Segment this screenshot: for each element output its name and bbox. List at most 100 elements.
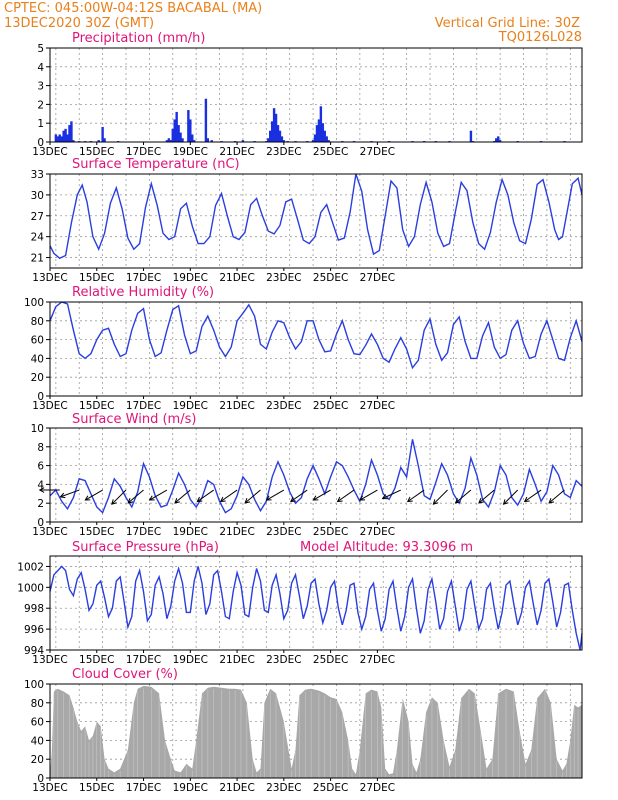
precipitation-title: Precipitation (mm/h) — [72, 31, 205, 46]
press-xtick-label: 27DEC — [360, 654, 395, 666]
header: CPTEC: 045:00W-04:12S BACABAL (MA) 13DEC… — [4, 1, 582, 45]
precip-bar — [278, 130, 282, 142]
wind-ytick-label: 4 — [37, 479, 44, 491]
wind-vector-shaft — [407, 489, 425, 502]
wind-vector-head — [84, 495, 91, 501]
rh-ytick-label: 80 — [31, 316, 44, 328]
wind-xtick-label: 27DEC — [360, 526, 395, 538]
precip-bar — [282, 140, 286, 142]
press-xtick-label: 15DEC — [79, 654, 114, 666]
precip-bar — [498, 140, 502, 142]
wind-vector-head — [174, 498, 180, 504]
cloud-xtick-label: 13DEC — [32, 782, 67, 794]
precip-bar — [206, 138, 210, 142]
rh-xtick-label: 23DEC — [266, 400, 301, 412]
rh-plot-frame — [49, 301, 583, 397]
press-xtick-label: 21DEC — [219, 654, 254, 666]
press-ytick-label: 996 — [24, 624, 44, 636]
precip-bar — [187, 110, 190, 142]
cloud-ytick-label: 0 — [37, 773, 44, 785]
press-xtick-label: 25DEC — [313, 654, 348, 666]
wind-vector-head — [406, 496, 413, 503]
precip-bar — [72, 140, 75, 142]
precip-bar — [272, 108, 276, 142]
rh-xtick-label: 19DEC — [173, 400, 208, 412]
precip-bar — [62, 130, 65, 142]
precip-bar — [189, 119, 192, 142]
precip-bar — [97, 140, 100, 142]
precip-ytick-label: 2 — [37, 99, 44, 111]
wind-vector-head — [454, 498, 461, 504]
precip-bar — [167, 138, 171, 142]
pressure-panel: Surface Pressure (hPa) Model Altitude: 9… — [17, 540, 583, 666]
station-header: CPTEC: 045:00W-04:12S BACABAL (MA) — [4, 1, 262, 16]
cloud-cover-area — [50, 685, 582, 778]
precip-xtick-label: 13DEC — [32, 146, 67, 158]
wind-vector-head — [502, 499, 509, 505]
wind-vector-head — [148, 495, 155, 501]
wind-vector-head — [336, 496, 343, 503]
precip-bar — [193, 140, 196, 142]
temp-xtick-label: 19DEC — [173, 272, 208, 284]
rh-series-line — [49, 301, 583, 370]
precip-bar — [313, 134, 317, 142]
precip-bar — [497, 136, 500, 142]
cloud-xtick-label: 19DEC — [173, 782, 208, 794]
cloud-ytick-label: 60 — [31, 717, 44, 729]
wind-vector-head — [359, 495, 366, 501]
rh-xtick-label: 17DEC — [126, 400, 161, 412]
wind-vector-shaft — [266, 489, 285, 501]
precip-ytick-label: 4 — [37, 62, 44, 74]
wind-series-line — [49, 439, 583, 514]
temp-xtick-label: 21DEC — [219, 272, 254, 284]
cloud-ytick-label: 100 — [24, 679, 44, 691]
cloud-xtick-label: 25DEC — [313, 782, 348, 794]
wind-xtick-label: 13DEC — [32, 526, 67, 538]
press-ytick-label: 1000 — [17, 582, 44, 594]
precip-bar — [70, 121, 73, 142]
temp-series-line — [49, 173, 583, 260]
cloud-ytick-label: 40 — [31, 735, 44, 747]
precip-bar — [469, 130, 473, 142]
precip-bar — [325, 136, 328, 142]
wind-vector-shaft — [111, 489, 127, 505]
precip-bar — [64, 128, 67, 142]
precip-bar — [103, 138, 106, 142]
wind-vector-shaft — [433, 489, 448, 505]
wind-vector-shaft — [197, 489, 214, 502]
precip-bar — [175, 111, 178, 142]
temp-ytick-label: 30 — [31, 190, 44, 202]
wind-vector-head — [265, 495, 272, 501]
wind-vector-head — [312, 495, 319, 501]
wind-xtick-label: 15DEC — [79, 526, 114, 538]
wind-xtick-label: 25DEC — [313, 526, 348, 538]
rh-ytick-label: 100 — [24, 297, 44, 309]
rh-xtick-label: 27DEC — [360, 400, 395, 412]
precip-bar — [241, 140, 245, 142]
wind-vector-head — [432, 499, 439, 505]
run-date: 13DEC2020 30Z (GMT) — [4, 16, 154, 31]
temp-ytick-label: 24 — [31, 232, 45, 244]
precip-xtick-label: 27DEC — [360, 146, 395, 158]
precip-bar — [171, 128, 174, 142]
press-xtick-label: 13DEC — [32, 654, 67, 666]
precip-bar — [181, 138, 184, 142]
wind-vector-head — [548, 498, 555, 504]
cloud-ytick-label: 20 — [31, 754, 44, 766]
temp-xtick-label: 15DEC — [79, 272, 114, 284]
wind-xtick-label: 21DEC — [219, 526, 254, 538]
cloud-cover-panel: Cloud Cover (%) 0 20 40 60 80 100 13DEC 15DEC 17… — [24, 667, 583, 794]
cloud-xtick-label: 23DEC — [266, 782, 301, 794]
precip-plot-frame — [49, 47, 583, 143]
precip-xtick-label: 19DEC — [173, 146, 208, 158]
wind-vector-shaft — [359, 489, 378, 501]
press-series-line — [49, 565, 583, 651]
temp-ytick-label: 21 — [31, 253, 44, 265]
wind-plot-frame — [49, 427, 583, 523]
wind-panel: Surface Wind (m/s) 0 2 4 6 8 10 13DEC 15DEC 17DE… — [31, 412, 583, 538]
precip-bar — [311, 140, 315, 142]
temp-ytick-label: 33 — [31, 169, 44, 181]
pressure-title: Surface Pressure (hPa) — [72, 540, 219, 555]
precip-bar — [269, 130, 272, 142]
